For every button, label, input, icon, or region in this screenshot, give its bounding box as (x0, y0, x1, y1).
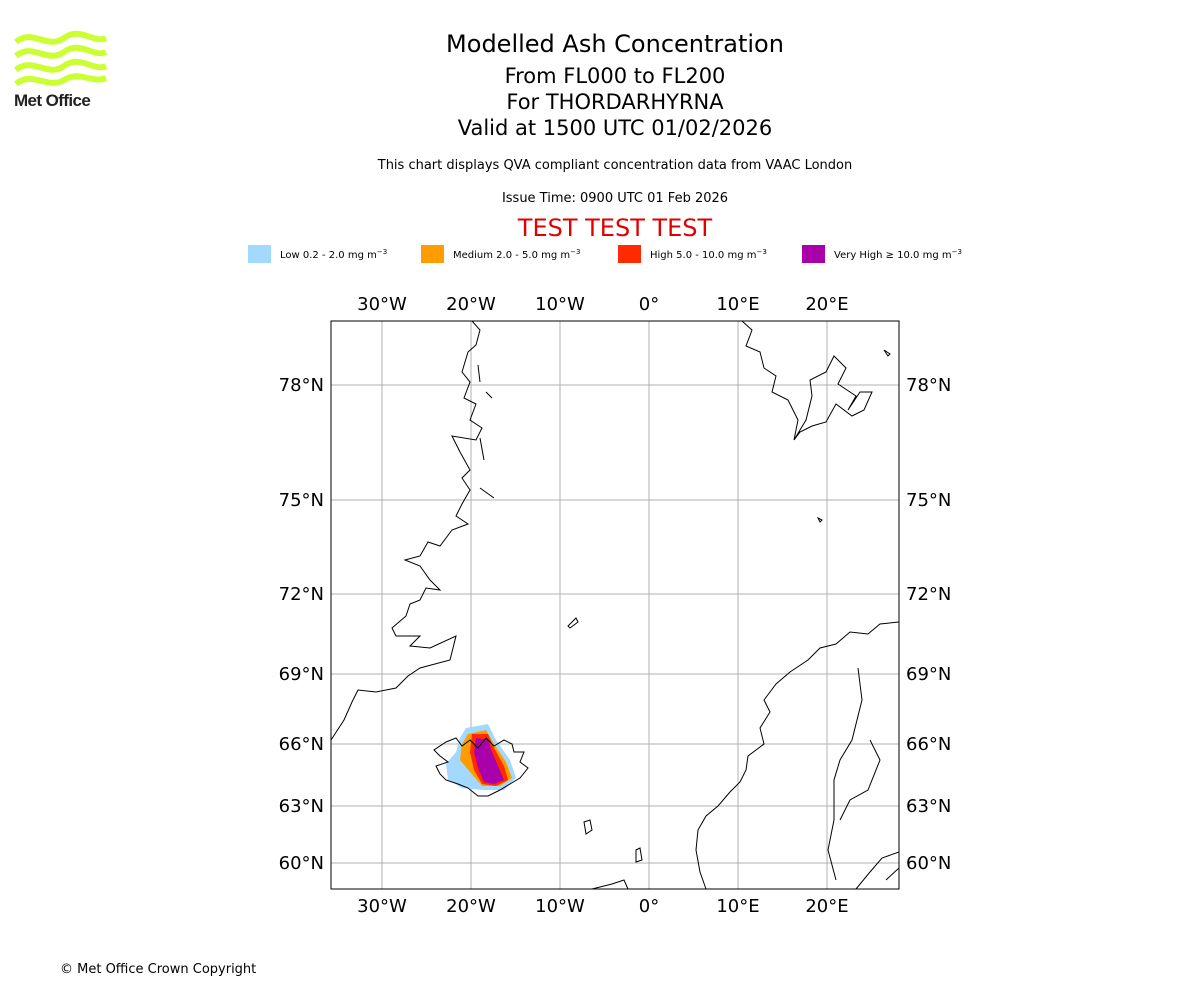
met-office-logo (14, 30, 108, 87)
lat-label-right-78n: 78°N (906, 375, 951, 396)
baltic-coastline (839, 739, 899, 881)
legend-item-medium: Medium 2.0 - 5.0 mg m−3 (421, 244, 580, 264)
legend-item-very-high: Very High ≥ 10.0 mg m−3 (802, 244, 962, 264)
map-gridlines (331, 321, 899, 889)
scandinavia-coastline (695, 621, 899, 889)
lon-label-bottom-30w: 30°W (357, 896, 407, 917)
lat-label-right-69n: 69°N (906, 664, 951, 685)
lon-label-top-0: 0° (639, 294, 659, 315)
lon-label-bottom-10e: 10°E (716, 896, 759, 917)
lat-label-left-69n: 69°N (279, 664, 324, 685)
lat-label-left-75n: 75°N (279, 490, 324, 511)
lon-label-bottom-0: 0° (639, 896, 659, 917)
flight-level-range: From FL000 to FL200 (504, 64, 726, 88)
legend-swatch-high (618, 245, 641, 263)
legend-label-low: Low 0.2 - 2.0 mg m−3 (280, 247, 388, 261)
chart-description: This chart displays QVA compliant concen… (377, 158, 853, 173)
lat-label-left-63n: 63°N (279, 796, 324, 817)
lat-label-right-72n: 72°N (906, 584, 951, 605)
map-content (331, 321, 899, 889)
test-banner: TEST TEST TEST (517, 214, 713, 242)
copyright-notice: © Met Office Crown Copyright (60, 962, 257, 977)
lon-label-top-10w: 10°W (535, 294, 585, 315)
iceland-coastline (433, 737, 529, 797)
legend-label-high: High 5.0 - 10.0 mg m−3 (650, 247, 767, 261)
logo-wordmark: Met Office (14, 91, 91, 110)
faroe-coastline (583, 819, 593, 835)
legend-swatch-medium (421, 245, 444, 263)
ash-zone-very-high (474, 738, 504, 784)
greenland-inlet (477, 364, 495, 499)
shetland-coastline (591, 847, 643, 889)
ash-plume (446, 724, 516, 790)
legend-swatch-very-high (802, 245, 825, 263)
lat-label-right-66n: 66°N (906, 734, 951, 755)
legend-label-very-high: Very High ≥ 10.0 mg m−3 (834, 247, 962, 261)
lat-label-left-66n: 66°N (279, 734, 324, 755)
lon-label-top-30w: 30°W (357, 294, 407, 315)
legend-swatch-low (248, 245, 271, 263)
lat-label-right-63n: 63°N (906, 796, 951, 817)
lat-label-left-60n: 60°N (279, 853, 324, 874)
lat-label-right-60n: 60°N (906, 853, 951, 874)
legend-item-high: High 5.0 - 10.0 mg m−3 (618, 244, 767, 264)
sweden-coastline (827, 667, 899, 889)
legend-item-low: Low 0.2 - 2.0 mg m−3 (248, 244, 387, 264)
lon-label-top-20w: 20°W (446, 294, 496, 315)
chart-title: Modelled Ash Concentration (446, 30, 784, 58)
svalbard-coastline (741, 321, 873, 441)
lon-label-top-10e: 10°E (716, 294, 759, 315)
lat-label-right-75n: 75°N (906, 490, 951, 511)
issue-time: Issue Time: 0900 UTC 01 Feb 2026 (501, 191, 729, 206)
lat-label-left-78n: 78°N (279, 375, 324, 396)
lat-label-left-72n: 72°N (279, 584, 324, 605)
legend-label-medium: Medium 2.0 - 5.0 mg m−3 (453, 247, 581, 261)
lon-label-bottom-20w: 20°W (446, 896, 496, 917)
lon-label-bottom-20e: 20°E (805, 896, 848, 917)
svalbard-islet (816, 349, 891, 523)
lon-label-top-20e: 20°E (805, 294, 848, 315)
valid-time: Valid at 1500 UTC 01/02/2026 (457, 116, 773, 140)
jan-mayen-coastline (567, 617, 579, 629)
volcano-name: For THORDARHYRNA (506, 90, 724, 114)
greenland-coastline (331, 321, 483, 741)
lon-label-bottom-10w: 10°W (535, 896, 585, 917)
map-frame (330, 320, 900, 890)
